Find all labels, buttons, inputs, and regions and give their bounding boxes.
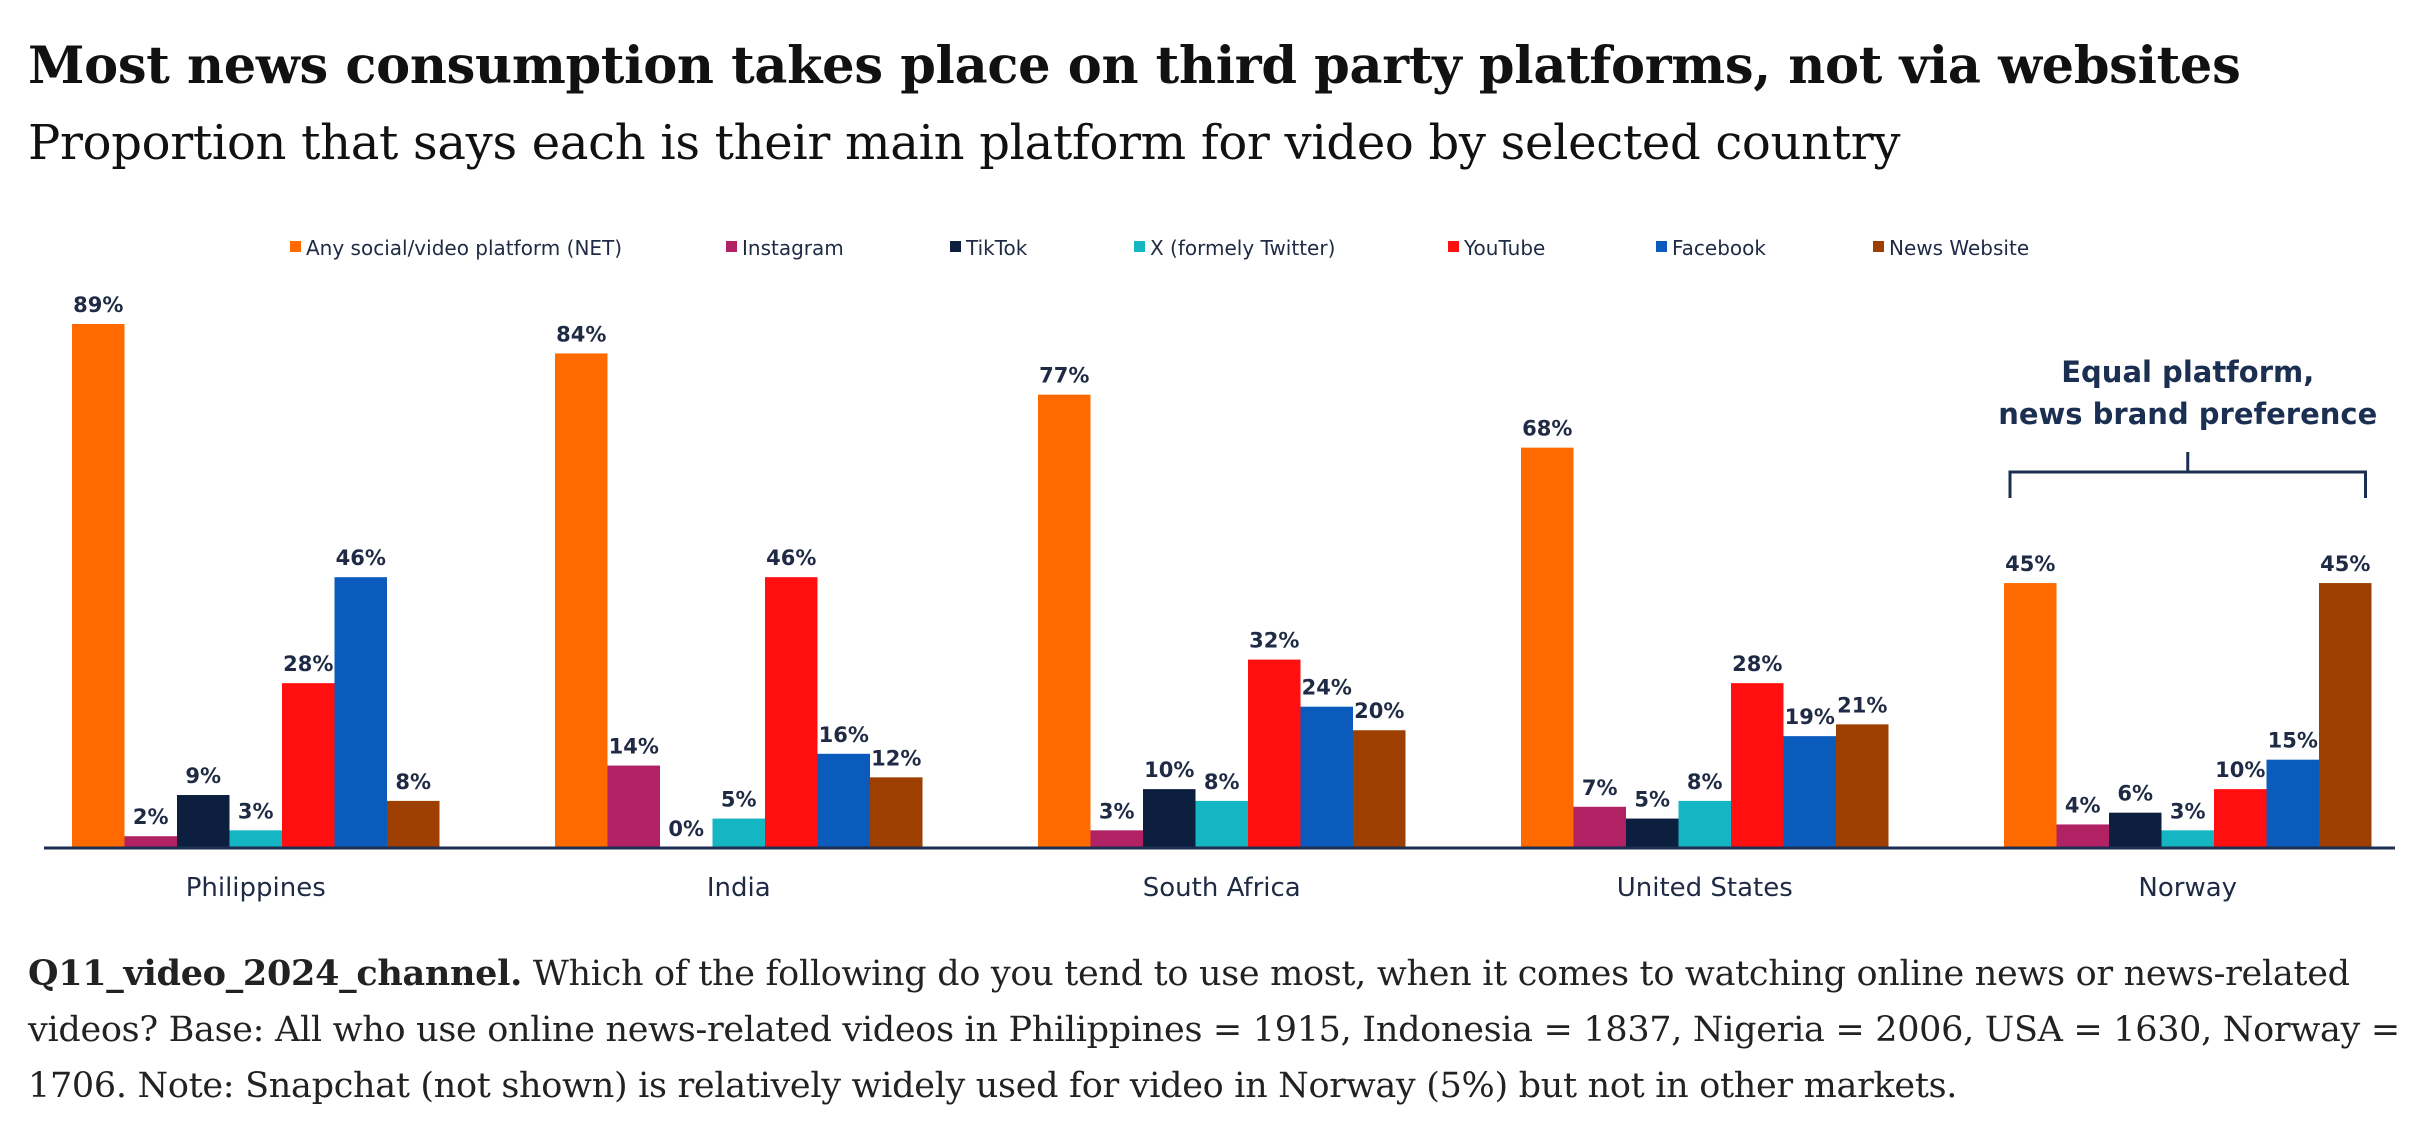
bar-norway-any-social-video-platform-net bbox=[2004, 583, 2057, 848]
value-label-south-africa-any-social-video-platform-net: 77% bbox=[1039, 364, 1089, 388]
bar-india-x-formely-twitter bbox=[712, 818, 765, 848]
category-label-india: India bbox=[707, 873, 771, 903]
bar-philippines-x-formely-twitter bbox=[229, 830, 282, 848]
bar-united-states-x-formely-twitter bbox=[1678, 800, 1731, 848]
legend-label-tiktok: TikTok bbox=[965, 236, 1028, 260]
bar-south-africa-facebook bbox=[1300, 706, 1353, 848]
legend-swatch-news-website bbox=[1873, 241, 1884, 252]
bar-india-any-social-video-platform-net bbox=[555, 353, 608, 848]
bar-united-states-any-social-video-platform-net bbox=[1521, 447, 1574, 848]
category-label-philippines: Philippines bbox=[186, 873, 326, 903]
value-label-india-facebook: 16% bbox=[819, 723, 869, 747]
category-label-norway: Norway bbox=[2138, 873, 2237, 903]
bar-india-news-website bbox=[870, 777, 923, 848]
value-label-south-africa-tiktok: 10% bbox=[1144, 758, 1194, 782]
value-label-norway-instagram: 4% bbox=[2065, 793, 2101, 817]
annotation-text-line-1: Equal platform, bbox=[2061, 355, 2314, 389]
bar-norway-facebook bbox=[2266, 759, 2319, 848]
legend-swatch-tiktok bbox=[950, 241, 961, 252]
value-label-united-states-any-social-video-platform-net: 68% bbox=[1522, 417, 1572, 441]
value-label-norway-x-formely-twitter: 3% bbox=[2170, 799, 2206, 823]
bar-norway-x-formely-twitter bbox=[2161, 830, 2214, 848]
value-label-philippines-instagram: 2% bbox=[133, 805, 169, 829]
value-label-norway-facebook: 15% bbox=[2268, 729, 2318, 753]
bar-united-states-instagram bbox=[1573, 806, 1626, 848]
value-label-philippines-youtube: 28% bbox=[283, 652, 333, 676]
bar-india-instagram bbox=[607, 765, 660, 848]
value-label-india-tiktok: 0% bbox=[668, 817, 704, 841]
footnote-text: Which of the following do you tend to us… bbox=[28, 954, 2400, 1106]
value-label-india-news-website: 12% bbox=[871, 746, 921, 770]
category-label-united-states: United States bbox=[1617, 873, 1793, 903]
annotation-bracket bbox=[2008, 452, 2367, 498]
value-label-philippines-x-formely-twitter: 3% bbox=[238, 799, 274, 823]
bar-philippines-tiktok bbox=[177, 795, 230, 848]
chart-subtitle: Proportion that says each is their main … bbox=[28, 115, 1901, 171]
value-label-south-africa-youtube: 32% bbox=[1249, 629, 1299, 653]
legend-swatch-x-formely-twitter bbox=[1134, 241, 1145, 252]
legend-swatch-facebook bbox=[1656, 241, 1667, 252]
annotation-text-line-2: news brand preference bbox=[1998, 397, 2377, 431]
bar-south-africa-youtube bbox=[1248, 659, 1301, 848]
footnote: Q11_video_2024_channel. Which of the fol… bbox=[28, 946, 2408, 1114]
bar-india-facebook bbox=[817, 753, 870, 848]
value-label-south-africa-x-formely-twitter: 8% bbox=[1204, 770, 1240, 794]
bar-chart: Any social/video platform (NET) Instagram… bbox=[44, 236, 2395, 903]
value-label-south-africa-news-website: 20% bbox=[1354, 699, 1404, 723]
bar-united-states-youtube bbox=[1731, 683, 1784, 848]
legend-label-youtube: YouTube bbox=[1463, 236, 1545, 260]
value-label-norway-any-social-video-platform-net: 45% bbox=[2005, 552, 2055, 576]
bar-norway-youtube bbox=[2214, 789, 2267, 848]
value-label-india-youtube: 46% bbox=[766, 546, 816, 570]
value-label-united-states-youtube: 28% bbox=[1732, 652, 1782, 676]
value-label-philippines-facebook: 46% bbox=[336, 546, 386, 570]
value-label-norway-news-website: 45% bbox=[2320, 552, 2370, 576]
value-label-norway-youtube: 10% bbox=[2215, 758, 2265, 782]
category-label-south-africa: South Africa bbox=[1143, 873, 1301, 903]
bar-norway-news-website bbox=[2319, 583, 2372, 848]
legend-swatch-youtube bbox=[1448, 241, 1459, 252]
bar-united-states-tiktok bbox=[1626, 818, 1679, 848]
bar-norway-instagram bbox=[2056, 824, 2109, 848]
bar-south-africa-tiktok bbox=[1143, 789, 1196, 848]
value-label-philippines-tiktok: 9% bbox=[185, 764, 221, 788]
legend-swatch-instagram bbox=[726, 241, 737, 252]
value-label-united-states-facebook: 19% bbox=[1785, 705, 1835, 729]
bar-south-africa-instagram bbox=[1090, 830, 1143, 848]
value-label-united-states-instagram: 7% bbox=[1582, 776, 1618, 800]
value-label-india-instagram: 14% bbox=[609, 735, 659, 759]
value-label-norway-tiktok: 6% bbox=[2117, 782, 2153, 806]
bar-south-africa-x-formely-twitter bbox=[1195, 800, 1248, 848]
bar-philippines-news-website bbox=[387, 800, 440, 848]
legend-label-news-website: News Website bbox=[1889, 236, 2029, 260]
value-label-india-any-social-video-platform-net: 84% bbox=[556, 322, 606, 346]
bar-united-states-news-website bbox=[1836, 724, 1889, 848]
bar-south-africa-news-website bbox=[1353, 730, 1406, 848]
value-label-philippines-any-social-video-platform-net: 89% bbox=[73, 293, 123, 317]
value-label-south-africa-instagram: 3% bbox=[1099, 799, 1135, 823]
value-label-united-states-x-formely-twitter: 8% bbox=[1687, 770, 1723, 794]
value-label-philippines-news-website: 8% bbox=[395, 770, 431, 794]
legend-label-x-formely-twitter: X (formely Twitter) bbox=[1150, 236, 1335, 260]
bar-philippines-any-social-video-platform-net bbox=[72, 324, 125, 848]
value-label-united-states-news-website: 21% bbox=[1837, 693, 1887, 717]
value-label-india-x-formely-twitter: 5% bbox=[721, 788, 757, 812]
legend-label-facebook: Facebook bbox=[1672, 236, 1766, 260]
legend-swatch-any-social-video-platform-net bbox=[290, 241, 301, 252]
legend-label-instagram: Instagram bbox=[742, 236, 844, 260]
bar-philippines-instagram bbox=[124, 836, 177, 848]
footnote-question-id: Q11_video_2024_channel. bbox=[28, 953, 523, 994]
bar-united-states-facebook bbox=[1783, 736, 1836, 848]
value-label-south-africa-facebook: 24% bbox=[1302, 676, 1352, 700]
bar-philippines-youtube bbox=[282, 683, 335, 848]
bar-south-africa-any-social-video-platform-net bbox=[1038, 394, 1091, 848]
bar-india-youtube bbox=[765, 577, 818, 848]
value-label-united-states-tiktok: 5% bbox=[1634, 788, 1670, 812]
bar-philippines-facebook bbox=[334, 577, 387, 848]
chart-title: Most news consumption takes place on thi… bbox=[28, 36, 2241, 96]
bar-norway-tiktok bbox=[2109, 812, 2162, 848]
legend-label-any-social-video-platform-net: Any social/video platform (NET) bbox=[306, 236, 622, 260]
